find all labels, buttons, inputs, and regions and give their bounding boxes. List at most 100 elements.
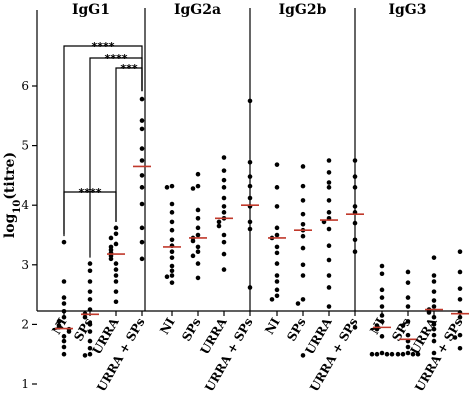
data-point	[274, 244, 280, 250]
data-point	[457, 297, 463, 302]
data-point	[221, 210, 227, 215]
data-point	[82, 314, 88, 320]
data-point	[431, 273, 437, 278]
data-point	[405, 280, 411, 285]
panel-title: IgG2b	[279, 2, 327, 18]
data-point	[113, 261, 119, 266]
data-point	[389, 351, 395, 357]
data-point	[274, 261, 280, 266]
data-point	[169, 263, 175, 269]
data-point	[295, 301, 301, 306]
data-point	[457, 269, 463, 275]
data-point	[87, 351, 93, 357]
data-point	[195, 249, 201, 254]
data-point	[405, 332, 411, 338]
data-point	[274, 185, 280, 190]
data-point	[352, 237, 358, 243]
data-point	[61, 334, 67, 339]
data-point	[352, 325, 358, 330]
data-point	[108, 256, 114, 262]
data-point	[431, 298, 437, 303]
data-point	[300, 297, 306, 302]
data-point	[326, 210, 332, 215]
data-point	[326, 285, 332, 290]
data-point	[113, 299, 119, 305]
data-point	[247, 285, 253, 290]
data-point	[431, 304, 437, 309]
y-tick-label: 2	[21, 317, 29, 331]
data-point	[195, 216, 201, 221]
data-point	[190, 186, 196, 191]
data-point	[379, 295, 385, 300]
data-point	[113, 225, 119, 231]
data-point	[452, 335, 458, 340]
data-point	[300, 198, 306, 203]
significance-label: ****	[91, 40, 114, 53]
data-point	[405, 304, 411, 309]
data-point	[87, 345, 93, 351]
data-point	[400, 351, 406, 357]
data-point	[274, 232, 280, 238]
data-point	[405, 269, 411, 275]
data-point	[431, 322, 437, 327]
data-point	[195, 171, 201, 177]
data-point	[164, 185, 170, 190]
significance-label: ****	[78, 186, 101, 199]
data-point	[61, 301, 67, 306]
data-point	[326, 185, 332, 190]
data-point	[87, 307, 93, 312]
data-point	[431, 338, 437, 344]
data-point	[431, 255, 437, 260]
data-point	[274, 204, 280, 209]
data-point	[379, 319, 385, 324]
data-point	[169, 201, 175, 207]
data-point	[108, 235, 114, 241]
data-point	[61, 344, 67, 350]
data-point	[61, 308, 67, 314]
data-point	[139, 173, 145, 178]
data-point	[457, 332, 463, 338]
data-point	[87, 289, 93, 294]
significance-brackets: ***************	[63, 40, 143, 258]
data-point	[195, 183, 201, 189]
data-point	[405, 319, 411, 324]
data-point	[221, 239, 227, 245]
data-point	[374, 351, 380, 357]
data-point	[61, 295, 67, 300]
data-point	[221, 177, 227, 183]
data-point	[379, 350, 385, 356]
data-point	[169, 219, 175, 225]
data-point	[66, 329, 72, 334]
data-point	[384, 351, 390, 357]
data-point	[139, 96, 145, 102]
data-point	[87, 279, 93, 284]
data-point	[169, 249, 175, 254]
data-point	[379, 304, 385, 309]
y-axis: 1 2 3 4 5 6	[21, 10, 38, 391]
data-point	[139, 256, 145, 262]
data-point	[300, 233, 306, 239]
y-tick-label: 1	[21, 377, 29, 391]
data-point	[431, 332, 437, 338]
data-point	[269, 297, 275, 302]
data-point	[139, 201, 145, 207]
data-point	[139, 158, 145, 163]
data-point	[457, 314, 463, 320]
data-point	[221, 204, 227, 209]
data-point	[457, 345, 463, 351]
panels: IgG1NISPsURRAURRA + SPsIgG2aNISPsURRAURR…	[37, 2, 469, 394]
data-point	[431, 289, 437, 294]
data-point	[221, 251, 227, 257]
data-point	[169, 237, 175, 243]
data-point	[247, 159, 253, 165]
y-axis-label: log10(titre)	[2, 152, 23, 238]
data-point	[169, 280, 175, 285]
data-point	[139, 118, 145, 123]
data-point	[216, 219, 222, 225]
data-point	[169, 268, 175, 274]
x-tick-label: SPs	[179, 315, 203, 343]
data-point	[326, 304, 332, 309]
data-point	[326, 158, 332, 163]
significance-label: ****	[104, 52, 127, 65]
